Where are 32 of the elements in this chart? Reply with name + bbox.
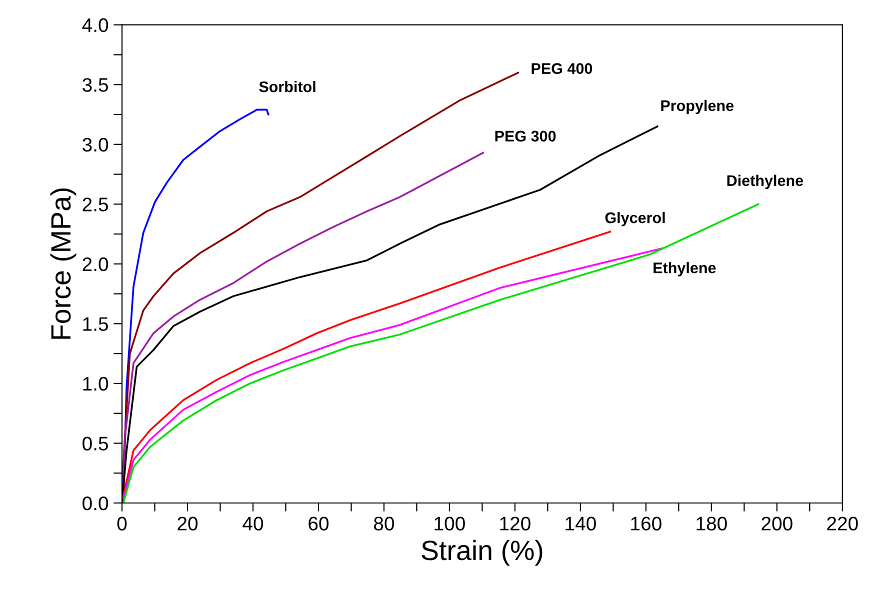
- x-tick-label: 40: [242, 516, 264, 530]
- y-tick-label: 1.5: [83, 317, 108, 331]
- x-tick-label: 100: [434, 516, 465, 530]
- x-tick-label: 0: [117, 516, 127, 530]
- x-tick-label: 20: [178, 516, 198, 530]
- x-axis-title: Strain (%): [422, 540, 542, 566]
- y-tick-label: 3.5: [82, 78, 108, 92]
- y-tick-label: 1.0: [83, 376, 108, 391]
- x-tick-label: 80: [374, 516, 394, 530]
- series-label: Diethylene: [727, 174, 804, 190]
- series-label: Propylene: [661, 100, 734, 114]
- series-label: PEG 400: [532, 63, 592, 74]
- x-tick-label: 220: [827, 516, 858, 530]
- line-series: [122, 230, 612, 497]
- x-tick-label: 60: [308, 516, 329, 530]
- y-tick-label: 4.0: [82, 18, 108, 32]
- series-label: Ethylene: [654, 262, 716, 276]
- y-axis-title: Force (MPa): [50, 188, 76, 339]
- x-tick-label: 200: [762, 516, 792, 530]
- line-series: [122, 203, 760, 503]
- y-tick-label: 3.0: [82, 138, 108, 152]
- y-tick-label: 2.5: [82, 198, 108, 212]
- x-tick-label: 120: [500, 516, 530, 530]
- series-label: Glycerol: [605, 212, 665, 226]
- x-tick-label: 160: [631, 516, 662, 530]
- y-tick-label: 0.0: [82, 496, 108, 510]
- x-tick-label: 180: [696, 516, 727, 530]
- y-tick-label: 2.0: [82, 257, 108, 272]
- y-tick-label: 0.5: [82, 436, 108, 450]
- series-label: PEG 300: [495, 130, 556, 142]
- series-label: Sorbitol: [259, 80, 316, 92]
- x-tick-label: 140: [566, 516, 596, 530]
